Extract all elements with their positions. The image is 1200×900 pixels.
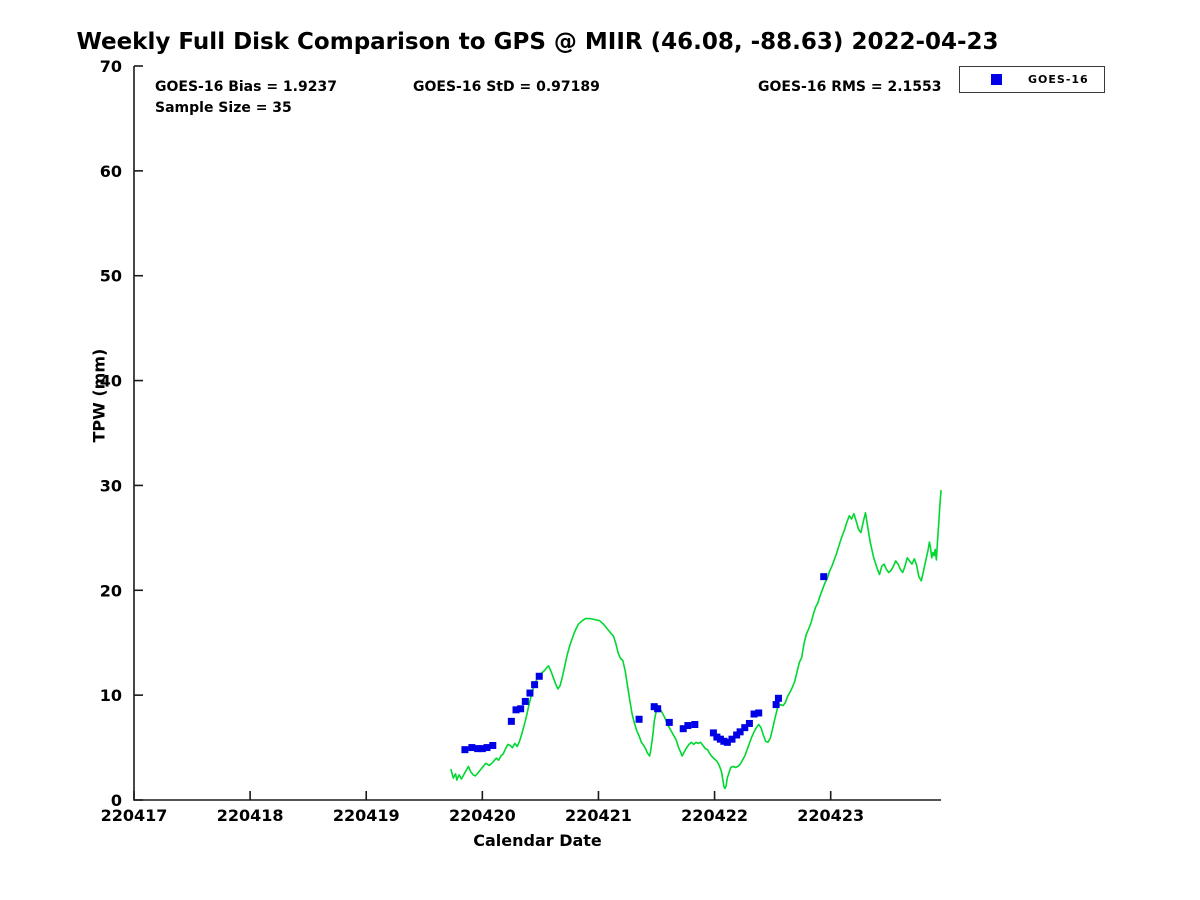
y-tick-label: 50 bbox=[100, 267, 122, 286]
goes16-square-marker-icon bbox=[991, 74, 1002, 85]
goes16-data-point bbox=[512, 706, 520, 714]
goes16-data-point bbox=[691, 721, 699, 729]
goes16-data-point bbox=[820, 573, 828, 581]
y-tick-label: 40 bbox=[100, 372, 122, 391]
goes16-data-point bbox=[772, 701, 780, 709]
goes16-data-point bbox=[745, 719, 753, 727]
goes16-data-point bbox=[750, 710, 758, 718]
goes16-data-point bbox=[679, 725, 687, 733]
y-tick-label: 0 bbox=[111, 791, 122, 810]
y-tick-label: 10 bbox=[100, 686, 122, 705]
goes16-data-point bbox=[654, 705, 662, 713]
y-tick-label: 20 bbox=[100, 581, 122, 600]
goes16-data-point bbox=[478, 745, 486, 753]
stat-std: GOES-16 StD = 0.97189 bbox=[413, 79, 600, 95]
goes16-data-point bbox=[736, 728, 744, 736]
x-tick-label: 220422 bbox=[681, 806, 748, 825]
goes16-data-point bbox=[709, 729, 717, 737]
goes16-data-point bbox=[468, 744, 476, 752]
x-tick-label: 220418 bbox=[217, 806, 284, 825]
goes16-markers bbox=[461, 573, 828, 754]
goes16-data-point bbox=[489, 741, 497, 749]
stat-rms: GOES-16 RMS = 2.1553 bbox=[758, 79, 942, 95]
stat-bias: GOES-16 Bias = 1.9237 bbox=[155, 79, 337, 95]
x-tick-label: 220420 bbox=[449, 806, 516, 825]
goes16-data-point bbox=[728, 735, 736, 743]
x-tick-labels: 220417 220418 220419 220420 220421 220422 2204… bbox=[100, 57, 864, 825]
stat-sample-size: Sample Size = 35 bbox=[155, 100, 292, 116]
x-tick-label: 220419 bbox=[333, 806, 400, 825]
goes16-data-point bbox=[521, 697, 529, 705]
legend: GOES-16 bbox=[959, 66, 1105, 93]
goes16-data-point bbox=[774, 694, 782, 702]
gps-tpw-line bbox=[450, 489, 942, 790]
goes16-data-point bbox=[483, 744, 491, 752]
legend-label-goes16: GOES-16 bbox=[1028, 73, 1089, 86]
x-tick-label: 220423 bbox=[797, 806, 864, 825]
goes16-data-point bbox=[461, 746, 469, 754]
goes16-data-point bbox=[526, 689, 534, 697]
y-tick-label: 70 bbox=[100, 57, 122, 76]
goes16-data-point bbox=[531, 681, 539, 689]
goes16-data-point bbox=[665, 718, 673, 726]
goes16-data-point bbox=[635, 715, 643, 723]
x-tick-label: 220421 bbox=[565, 806, 632, 825]
goes16-data-point bbox=[474, 745, 482, 753]
goes16-data-point bbox=[507, 717, 515, 725]
x-axis-label: Calendar Date bbox=[473, 831, 602, 850]
goes16-data-point bbox=[723, 738, 731, 746]
goes16-data-point bbox=[741, 724, 749, 732]
goes16-data-point bbox=[517, 705, 525, 713]
x-tick-label: 220417 bbox=[101, 806, 168, 825]
y-tick-label: 60 bbox=[100, 162, 122, 181]
axes bbox=[133, 65, 941, 801]
goes16-data-point bbox=[684, 722, 692, 730]
y-tick-label: 30 bbox=[100, 476, 122, 495]
goes16-data-point bbox=[755, 709, 763, 717]
goes16-data-point bbox=[535, 672, 543, 680]
chart-title: Weekly Full Disk Comparison to GPS @ MII… bbox=[76, 29, 999, 55]
